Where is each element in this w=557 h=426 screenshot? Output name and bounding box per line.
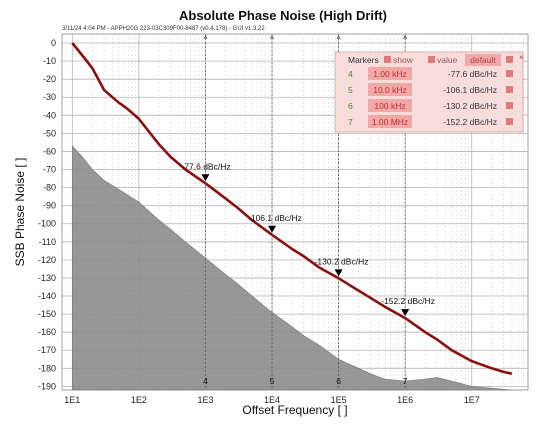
y-tick-label: -50 xyxy=(43,128,56,138)
x-tick-label: 1E7 xyxy=(464,395,480,405)
chart-subtitle: 3/11/24 4:04 PM - APPH20G 223-03C309F00-… xyxy=(62,26,265,32)
legend-row-menu-icon[interactable] xyxy=(506,86,513,93)
y-tick-label: -110 xyxy=(39,237,56,247)
chart-title: Absolute Phase Noise (High Drift) xyxy=(179,8,387,23)
y-tick-label: -160 xyxy=(38,327,56,337)
show-checkbox[interactable] xyxy=(384,56,391,63)
legend-freq: 1.00 kHz xyxy=(373,69,407,79)
legend-value: -130.2 dBc/Hz xyxy=(443,101,497,111)
x-tick-label: 1E2 xyxy=(131,395,147,405)
y-tick-label: -30 xyxy=(43,92,56,102)
phase-noise-trace xyxy=(71,42,513,375)
legend-value: -106.1 dBc/Hz xyxy=(443,85,497,95)
marker-top-caret: ^ xyxy=(270,34,274,44)
noise-floor-area xyxy=(72,145,512,391)
marker-number-label: 4 xyxy=(203,376,208,386)
legend-freq-cell[interactable] xyxy=(368,83,412,96)
y-tick-label: -120 xyxy=(38,255,56,265)
marker-value-label: -106.1 dBc/Hz xyxy=(248,213,302,223)
marker-triangle[interactable] xyxy=(334,269,343,277)
y-tick-label: -20 xyxy=(43,74,56,84)
y-tick-label: -90 xyxy=(43,201,56,211)
x-tick-label: 1E4 xyxy=(264,395,280,405)
marker-number-label: 7 xyxy=(403,376,408,386)
legend-freq: 100 kHz xyxy=(374,101,405,111)
x-tick-label: 1E3 xyxy=(197,395,213,405)
y-tick-label: -80 xyxy=(43,183,56,193)
x-tick-labels: 1E1 1E2 1E3 1E4 1E5 1E6 1E7 xyxy=(64,395,479,405)
legend-title: Markers xyxy=(348,55,379,65)
marker-number-label: 5 xyxy=(270,376,275,386)
legend-row-id: 5 xyxy=(348,85,353,95)
marker-top-caret: ^ xyxy=(403,34,407,44)
y-tick-label: -100 xyxy=(38,219,56,229)
legend-freq: 1.00 MHz xyxy=(372,117,408,127)
y-tick-label: -180 xyxy=(38,363,56,373)
markers-legend: Markers show value default × 4 1.00 kHz -7… xyxy=(334,51,524,133)
y-axis-label: SSB Phase Noise [ ] xyxy=(13,158,27,267)
legend-freq-cell[interactable] xyxy=(368,99,412,112)
marker-top-caret: ^ xyxy=(337,34,341,44)
legend-freq-cell[interactable] xyxy=(368,67,412,80)
legend-menu-icon[interactable] xyxy=(506,56,513,63)
y-tick-label: -130 xyxy=(38,273,56,283)
legend-row-id: 4 xyxy=(348,69,353,79)
default-button-label: default xyxy=(470,55,496,65)
y-tick-label: -190 xyxy=(38,381,56,391)
y-tick-labels: 0 -10 -20 -30 -40 -50 -60 -70 -80 -90 -100 -110 -120… xyxy=(38,38,56,391)
y-tick-label: -140 xyxy=(38,291,56,301)
legend-row-id: 7 xyxy=(348,117,353,127)
y-tick-label: -150 xyxy=(38,309,56,319)
legend-row-menu-icon[interactable] xyxy=(506,102,513,109)
marker-value-label: -130.2 dBc/Hz xyxy=(315,256,369,266)
x-tick-label: 1E1 xyxy=(64,395,80,405)
noise-floor-fill xyxy=(72,145,512,391)
trace-line xyxy=(71,42,513,375)
x-tick-label: 1E5 xyxy=(331,395,347,405)
marker-triangle[interactable] xyxy=(201,174,210,182)
y-tick-label: 0 xyxy=(51,38,56,48)
marker-triangle[interactable] xyxy=(268,225,277,233)
legend-close-icon[interactable]: × xyxy=(519,52,524,62)
legend-value-label: value xyxy=(437,55,458,65)
legend-freq-cell[interactable] xyxy=(368,115,412,128)
x-tick-label: 1E6 xyxy=(397,395,413,405)
legend-row-id: 6 xyxy=(348,101,353,111)
marker-value-label: -152.2 dBc/Hz xyxy=(381,296,435,306)
y-tick-label: -70 xyxy=(43,165,56,175)
default-button[interactable] xyxy=(465,54,501,66)
legend-row-menu-icon[interactable] xyxy=(506,70,513,77)
legend-rows: 4 1.00 kHz -77.6 dBc/Hz 5 10.0 kHz -106.1 dBc… xyxy=(348,67,513,128)
y-tick-label: -40 xyxy=(43,110,56,120)
legend-value: -77.6 dBc/Hz xyxy=(448,69,497,79)
marker-top-caret: ^ xyxy=(203,34,207,44)
x-axis-label: Offset Frequency [ ] xyxy=(242,403,347,417)
marker-number-label: 6 xyxy=(336,376,341,386)
y-tick-label: -60 xyxy=(43,146,56,156)
legend-show-label: show xyxy=(393,55,414,65)
legend-freq: 10.0 kHz xyxy=(373,85,407,95)
value-checkbox[interactable] xyxy=(428,56,435,63)
marker-triangle[interactable] xyxy=(401,309,410,317)
y-tick-label: -170 xyxy=(38,345,56,355)
marker-group: -77.6 dBc/Hz 4 ^ -106.1 dBc/Hz 5 ^ -130.2 dBc/… xyxy=(181,34,435,390)
marker-value-label: -77.6 dBc/Hz xyxy=(181,161,230,171)
legend-row-menu-icon[interactable] xyxy=(506,118,513,125)
legend-value: -152.2 dBc/Hz xyxy=(443,117,497,127)
y-tick-label: -10 xyxy=(43,56,56,66)
